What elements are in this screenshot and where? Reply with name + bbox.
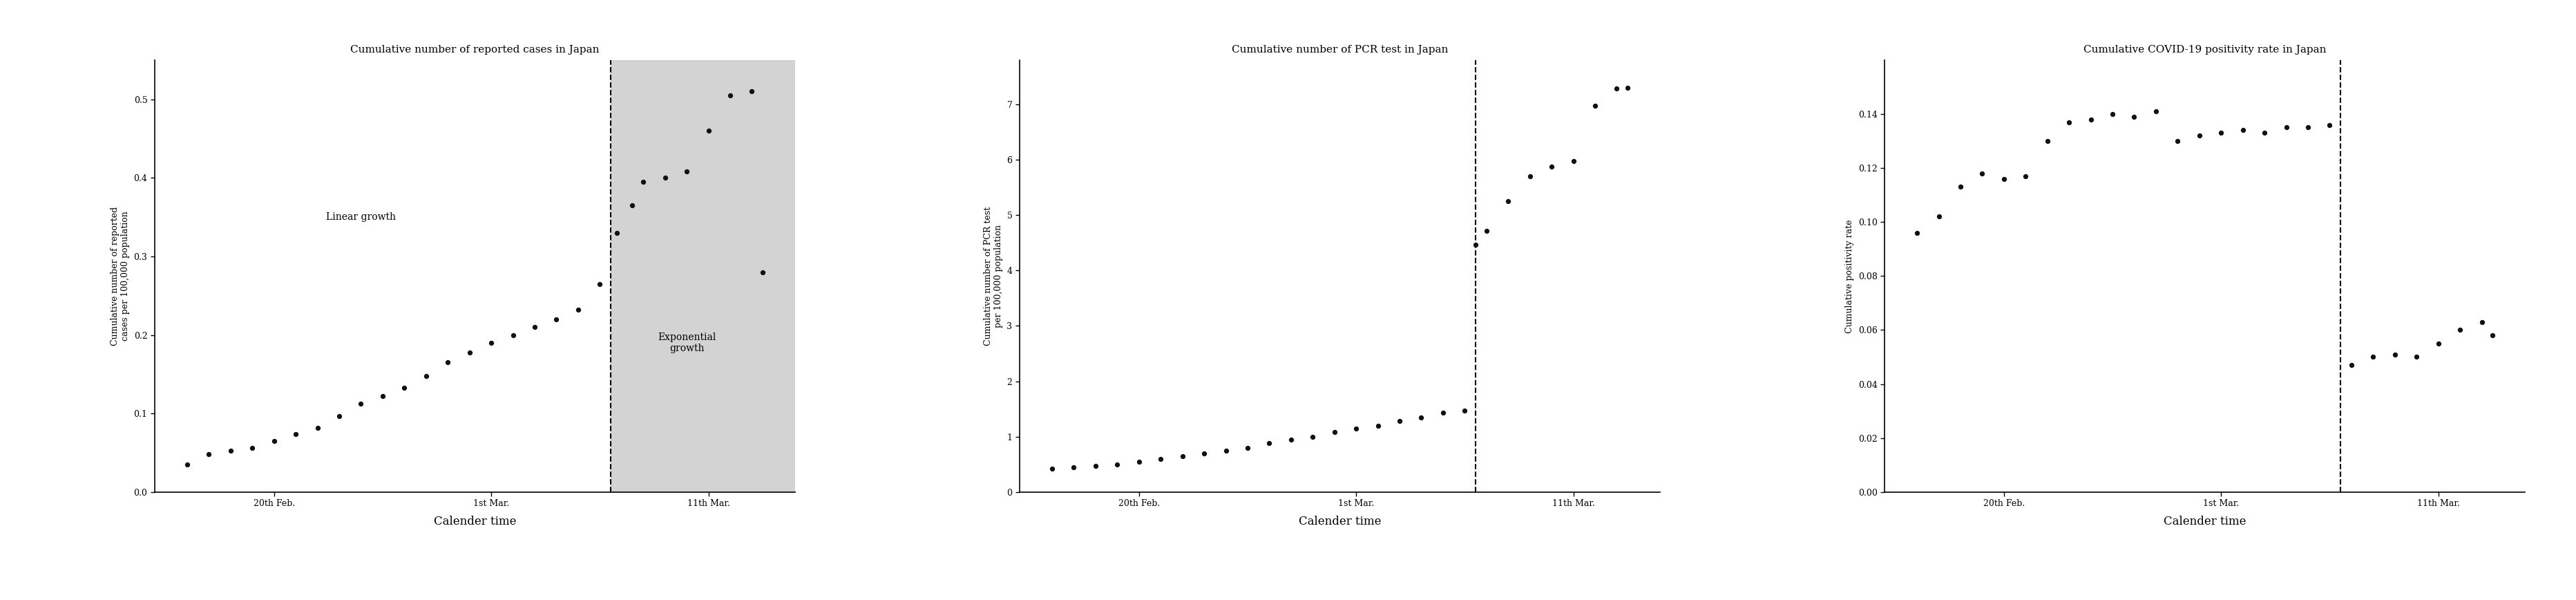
Point bbox=[1510, 172, 1551, 181]
Point bbox=[644, 173, 685, 182]
Point bbox=[296, 423, 337, 433]
Point bbox=[1940, 182, 1981, 191]
Point bbox=[2244, 128, 2285, 137]
Point bbox=[2396, 352, 2437, 362]
Point bbox=[1291, 432, 1332, 442]
Point bbox=[1270, 434, 1311, 444]
Point bbox=[232, 443, 273, 453]
Point bbox=[1226, 443, 1267, 452]
Point bbox=[1030, 464, 1072, 473]
Point bbox=[1553, 157, 1595, 166]
Point bbox=[492, 330, 533, 340]
Point bbox=[732, 86, 773, 96]
Point bbox=[708, 91, 750, 100]
Point bbox=[1314, 427, 1355, 437]
Point bbox=[1206, 446, 1247, 455]
Point bbox=[404, 371, 446, 380]
Point bbox=[1607, 83, 1649, 92]
Point bbox=[2308, 120, 2349, 130]
Point bbox=[1984, 174, 2025, 184]
Y-axis label: Cumulative number of PCR test
per 100,000 population: Cumulative number of PCR test per 100,00… bbox=[984, 206, 1002, 346]
Text: Linear growth: Linear growth bbox=[327, 212, 397, 222]
Point bbox=[1896, 228, 1937, 238]
Point bbox=[2179, 131, 2221, 140]
Point bbox=[1162, 451, 1203, 461]
Point bbox=[598, 228, 639, 238]
Point bbox=[2027, 136, 2069, 146]
Title: Cumulative COVID-19 positivity rate in Japan: Cumulative COVID-19 positivity rate in J… bbox=[2084, 45, 2326, 55]
Point bbox=[1595, 84, 1636, 94]
Point bbox=[2287, 122, 2329, 132]
Title: Cumulative number of reported cases in Japan: Cumulative number of reported cases in J… bbox=[350, 45, 600, 55]
Point bbox=[580, 279, 621, 289]
Point bbox=[1574, 101, 1615, 110]
Point bbox=[2112, 112, 2154, 121]
Point bbox=[2439, 325, 2481, 335]
Point bbox=[1401, 412, 1443, 422]
Point bbox=[188, 449, 229, 459]
Point bbox=[556, 305, 598, 314]
Point bbox=[688, 126, 729, 136]
Point bbox=[1097, 460, 1139, 469]
Text: Exponential
growth: Exponential growth bbox=[657, 332, 716, 353]
Point bbox=[252, 436, 294, 446]
Point bbox=[742, 267, 783, 277]
Point bbox=[515, 322, 556, 332]
Point bbox=[1422, 408, 1463, 418]
Bar bbox=[611, 60, 796, 492]
Point bbox=[2136, 107, 2177, 116]
Y-axis label: Cumulative number of reported
cases per 100,000 population: Cumulative number of reported cases per … bbox=[111, 206, 129, 346]
Point bbox=[1466, 226, 1507, 235]
Point bbox=[2331, 360, 2372, 370]
Point bbox=[2004, 171, 2045, 181]
Point bbox=[1917, 212, 1958, 221]
Point bbox=[2372, 349, 2414, 359]
Point bbox=[536, 314, 577, 324]
X-axis label: Calender time: Calender time bbox=[2164, 516, 2246, 527]
Title: Cumulative number of PCR test in Japan: Cumulative number of PCR test in Japan bbox=[1231, 45, 1448, 55]
Point bbox=[1139, 454, 1180, 464]
Point bbox=[276, 429, 317, 439]
Point bbox=[363, 391, 404, 401]
Point bbox=[2156, 136, 2197, 146]
Point bbox=[1960, 169, 2002, 178]
Point bbox=[1118, 457, 1159, 466]
Point bbox=[2470, 331, 2512, 340]
Point bbox=[2416, 338, 2458, 348]
Point bbox=[2092, 109, 2133, 119]
Point bbox=[2460, 317, 2501, 326]
Point bbox=[211, 446, 252, 455]
Point bbox=[667, 167, 708, 176]
Point bbox=[1182, 448, 1224, 458]
Point bbox=[1334, 424, 1376, 433]
Point bbox=[2200, 128, 2241, 137]
Point bbox=[1358, 421, 1399, 430]
Point bbox=[2069, 115, 2110, 124]
Point bbox=[1443, 406, 1484, 415]
Point bbox=[1455, 239, 1497, 249]
Point bbox=[428, 358, 469, 367]
Point bbox=[1530, 161, 1571, 171]
Point bbox=[1486, 196, 1528, 206]
Point bbox=[611, 200, 652, 210]
Point bbox=[384, 383, 425, 392]
Point bbox=[1378, 416, 1419, 426]
Point bbox=[2352, 352, 2393, 362]
X-axis label: Calender time: Calender time bbox=[1298, 516, 1381, 527]
Point bbox=[471, 338, 513, 347]
Point bbox=[167, 460, 209, 469]
Point bbox=[2221, 125, 2262, 135]
Point bbox=[2048, 117, 2089, 127]
Point bbox=[1074, 461, 1115, 471]
Point bbox=[340, 399, 381, 409]
Point bbox=[623, 177, 665, 187]
Point bbox=[319, 411, 361, 421]
Point bbox=[2264, 122, 2306, 132]
Point bbox=[1249, 439, 1291, 448]
Point bbox=[1054, 462, 1095, 472]
X-axis label: Calender time: Calender time bbox=[433, 516, 515, 527]
Point bbox=[448, 347, 489, 357]
Y-axis label: Cumulative positivity rate: Cumulative positivity rate bbox=[1844, 219, 1855, 333]
